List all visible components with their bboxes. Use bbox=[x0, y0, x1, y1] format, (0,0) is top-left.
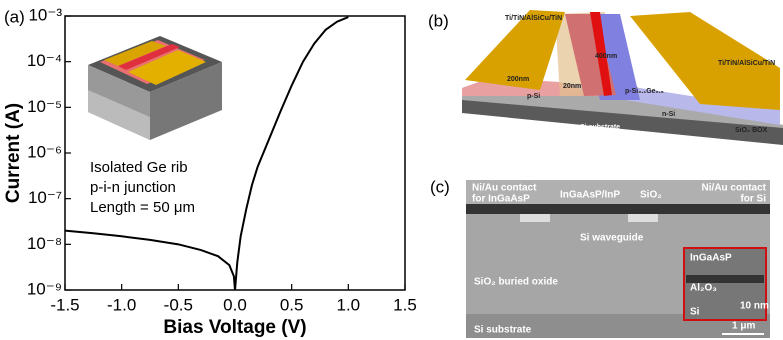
x-tick-label: -1.5 bbox=[50, 295, 79, 314]
annotation: p-i-n junction bbox=[90, 179, 176, 196]
label: 400nm bbox=[595, 53, 617, 60]
label: Si substrate bbox=[580, 124, 620, 131]
annotation: Length = 50 μm bbox=[90, 199, 195, 216]
x-axis-title: Bias Voltage (V) bbox=[163, 317, 306, 338]
label: Si waveguide bbox=[580, 233, 644, 244]
y-tick-label: 10⁻⁹ bbox=[27, 279, 62, 298]
label: Si bbox=[690, 307, 700, 318]
x-tick-label: -0.5 bbox=[164, 295, 193, 314]
label: for InGaAsP bbox=[472, 194, 530, 205]
annotation: Isolated Ge rib bbox=[90, 159, 188, 176]
label: 200nm bbox=[507, 76, 529, 83]
label: SiO₂ buried oxide bbox=[474, 277, 558, 288]
label: p-Si₀.₁Ge₀.₉ bbox=[625, 88, 664, 95]
label: Si substrate bbox=[474, 325, 532, 336]
label: n-Si bbox=[662, 111, 675, 118]
label: InGaAsP/InP bbox=[560, 190, 620, 201]
panel-label: (a) bbox=[4, 7, 25, 26]
label: for Si bbox=[740, 194, 766, 205]
y-tick-label: 10⁻³ bbox=[28, 5, 62, 24]
label: Ti/TiN/AlSiCu/TiN bbox=[505, 15, 562, 22]
label: 20nm bbox=[563, 83, 581, 90]
x-tick-label: 1.0 bbox=[337, 295, 361, 314]
x-tick-label: -1.0 bbox=[107, 295, 136, 314]
panel-b: (b) Ti/TiN/AlSiCu/TiN Ti/TiN/AlSiCu/TiN … bbox=[428, 10, 783, 145]
x-tick-label: 0.5 bbox=[280, 295, 304, 314]
x-tick-label: 1.5 bbox=[393, 295, 417, 314]
label: Ni/Au contact bbox=[472, 183, 537, 194]
panel-label: (b) bbox=[428, 11, 449, 30]
y-tick-label: 10⁻⁴ bbox=[27, 51, 62, 70]
data-line bbox=[64, 16, 349, 291]
label: 10 nm bbox=[740, 301, 769, 312]
label: 1 μm bbox=[732, 321, 755, 332]
device-inset bbox=[88, 36, 222, 140]
y-tick-label: 10⁻⁷ bbox=[28, 188, 62, 207]
y-tick-label: 10⁻⁸ bbox=[27, 234, 62, 253]
x-tick-label: 0.0 bbox=[223, 295, 247, 314]
label: SiO₂ bbox=[640, 190, 662, 201]
y-tick-label: 10⁻⁵ bbox=[27, 97, 62, 116]
panel-c: (c) Ni/Au contact for InGaAsP InGaAsP/In… bbox=[430, 177, 770, 338]
y-tick-label: 10⁻⁶ bbox=[27, 142, 62, 161]
label: SiO₂ BOX bbox=[735, 127, 768, 134]
panel-label: (c) bbox=[430, 177, 450, 196]
label: Ni/Au contact bbox=[702, 183, 767, 194]
label: p-Si bbox=[527, 93, 540, 100]
label: Al₂O₃ bbox=[690, 283, 717, 294]
y-axis-title: Current (A) bbox=[3, 103, 24, 203]
label: InGaAsP bbox=[690, 253, 732, 264]
label: Ti/TiN/AlSiCu/TiN bbox=[718, 60, 775, 67]
